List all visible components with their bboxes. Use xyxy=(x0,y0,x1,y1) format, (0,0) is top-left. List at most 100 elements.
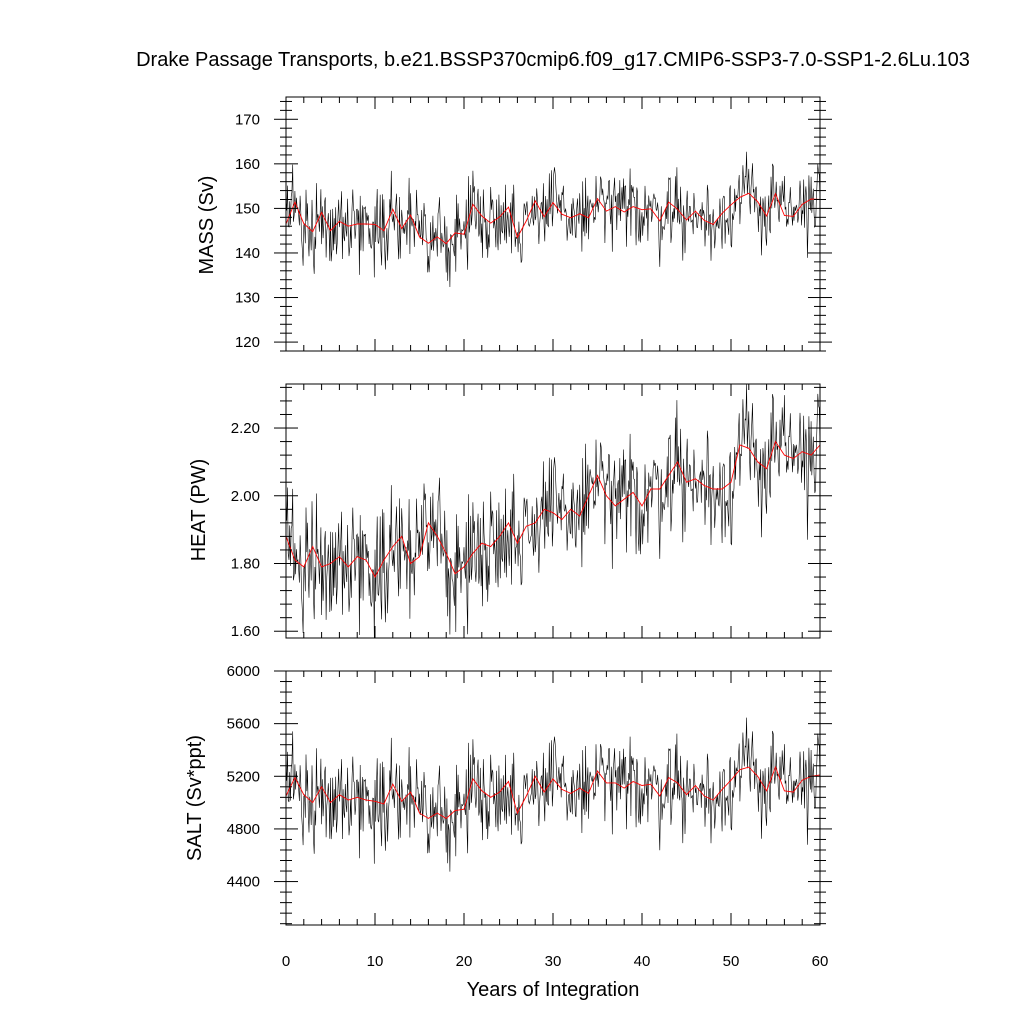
mass-annual-point xyxy=(792,216,794,217)
heat-annual-point xyxy=(508,522,509,524)
mass-annual-point xyxy=(712,224,714,225)
heat-annual-point xyxy=(695,478,696,480)
heat-annual-point xyxy=(356,556,358,558)
salt-annual-point xyxy=(570,793,572,794)
salt-annual-point xyxy=(677,782,678,784)
salt-annual-point xyxy=(748,766,750,768)
mass-annual-point xyxy=(739,196,741,198)
mass-annual-point xyxy=(801,204,803,205)
salt-y-tick-label: 6000 xyxy=(227,663,260,680)
mass-annual-point xyxy=(463,233,465,235)
mass-annual-point xyxy=(490,222,492,224)
salt-annual-point xyxy=(481,790,483,792)
salt-y-tick-label: 4800 xyxy=(227,821,260,838)
salt-annual-point xyxy=(356,796,358,798)
salt-annual-point xyxy=(303,794,305,796)
heat-annual-point xyxy=(623,498,625,500)
heat-annual-point xyxy=(792,458,794,459)
heat-annual-point xyxy=(561,519,563,520)
x-tick-label: 20 xyxy=(456,953,473,970)
mass-annual-point xyxy=(445,243,447,245)
salt-annual-point xyxy=(668,777,670,778)
mass-monthly-line xyxy=(285,151,821,288)
mass-annual-point xyxy=(597,198,598,200)
heat-annual-point xyxy=(517,542,518,544)
salt-annual-point xyxy=(543,791,545,793)
mass-annual-point xyxy=(677,208,678,210)
mass-annual-point xyxy=(419,236,420,238)
salt-annual-point xyxy=(641,785,643,786)
heat-annual-point xyxy=(641,505,643,507)
salt-annual-point xyxy=(392,783,394,785)
mass-annual-point xyxy=(330,230,331,232)
salt-annual-point xyxy=(312,802,314,803)
mass-y-tick-label: 120 xyxy=(235,334,260,351)
salt-annual-point xyxy=(659,795,661,797)
mass-y-tick-label: 160 xyxy=(235,156,260,173)
mass-annual-point xyxy=(632,206,634,208)
heat-annual-point xyxy=(775,441,776,442)
heat-annual-point xyxy=(712,488,714,490)
x-tick-label: 0 xyxy=(282,953,290,970)
mass-annual-point xyxy=(339,220,340,222)
salt-annual-point xyxy=(632,781,634,782)
mass-annual-point xyxy=(784,215,785,216)
heat-annual-point xyxy=(445,552,447,554)
heat-y-tick-label: 2.00 xyxy=(231,488,260,505)
heat-annual-point xyxy=(606,495,607,497)
salt-panel: SALT (Sv*ppt) 4400 4800 5200 5600 6000 xyxy=(184,663,832,926)
heat-annual-point xyxy=(668,475,670,476)
heat-annual-point xyxy=(570,508,572,510)
heat-annual-point xyxy=(312,546,314,547)
heat-annual-point xyxy=(365,559,367,561)
heat-annual-point xyxy=(739,444,741,446)
heat-annual-point xyxy=(801,451,803,453)
mass-annual-point xyxy=(374,224,376,225)
salt-annual-point xyxy=(686,794,687,796)
heat-annual-point xyxy=(303,566,305,568)
heat-annual-point xyxy=(525,525,527,527)
mass-annual-point xyxy=(721,212,723,214)
mass-annual-point xyxy=(579,213,581,215)
mass-annual-point xyxy=(623,211,625,213)
mass-annual-point xyxy=(428,242,429,244)
salt-annual-point xyxy=(454,810,456,811)
mass-y-tick-label: 140 xyxy=(235,245,260,262)
mass-annual-point xyxy=(570,217,572,219)
mass-annual-point xyxy=(356,223,358,225)
salt-monthly-line xyxy=(285,717,821,872)
mass-annual-point xyxy=(525,220,527,222)
mass-annual-point xyxy=(481,215,483,217)
mass-annual-point xyxy=(454,232,456,234)
x-tick-label: 50 xyxy=(723,953,740,970)
heat-annual-point xyxy=(597,475,598,476)
mass-annual-point xyxy=(686,219,687,221)
heat-annual-point xyxy=(677,461,678,463)
salt-annual-point xyxy=(766,790,767,792)
mass-annual-point xyxy=(695,210,696,212)
mass-annual-point xyxy=(730,204,732,206)
heat-annual-point xyxy=(686,481,687,483)
heat-annual-point xyxy=(730,481,732,483)
salt-annual-point xyxy=(419,812,420,814)
heat-annual-point xyxy=(330,563,331,564)
mass-annual-point xyxy=(810,198,812,200)
heat-annual-point xyxy=(401,536,403,537)
heat-annual-point xyxy=(748,447,750,449)
salt-annual-point xyxy=(383,803,385,805)
mass-y-tick-label: 170 xyxy=(235,111,260,128)
heat-annual-point xyxy=(294,559,296,561)
mass-annual-point xyxy=(659,220,661,222)
salt-annual-point xyxy=(712,799,714,801)
heat-annual-point xyxy=(659,488,661,490)
mass-annual-point xyxy=(365,223,367,225)
heat-annual-point xyxy=(534,522,536,524)
mass-annual-point xyxy=(508,206,509,208)
salt-annual-point xyxy=(508,781,509,782)
heat-annual-point xyxy=(472,552,474,554)
mass-annual-point xyxy=(303,223,305,225)
salt-annual-point xyxy=(347,799,349,801)
mass-annual-point xyxy=(766,215,767,217)
mass-annual-point xyxy=(543,216,545,218)
